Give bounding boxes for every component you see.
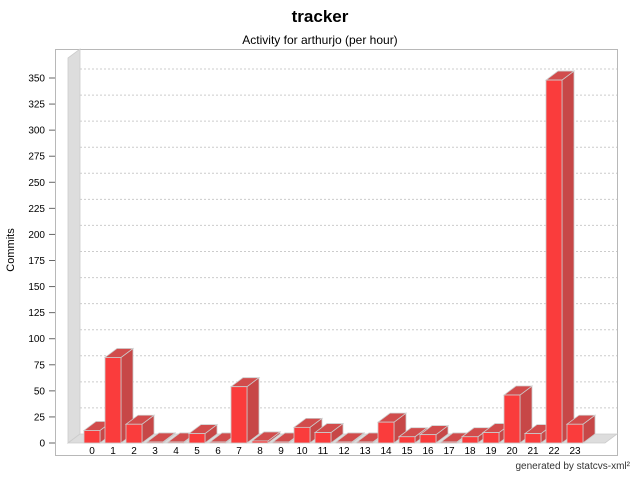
x-tick-label: 20 <box>506 446 518 457</box>
x-tick-label: 3 <box>152 446 158 457</box>
y-tick-label: 175 <box>28 256 45 267</box>
bar-side <box>561 70 575 444</box>
bar-side <box>246 376 260 444</box>
y-tick-label: 25 <box>34 412 46 423</box>
bar <box>209 441 227 444</box>
x-tick-label: 9 <box>278 446 284 457</box>
bar <box>524 433 542 444</box>
y-tick-label: 325 <box>28 100 45 111</box>
x-tick-label: 17 <box>443 446 455 457</box>
y-tick-label: 0 <box>39 439 45 450</box>
x-tick-label: 15 <box>401 446 413 457</box>
chart-title: tracker <box>291 7 349 26</box>
x-tick-label: 1 <box>110 446 116 457</box>
x-tick-label: 8 <box>257 446 263 457</box>
bar <box>230 386 248 444</box>
x-tick-label: 18 <box>464 446 476 457</box>
bar <box>398 436 416 444</box>
x-tick-label: 14 <box>380 446 392 457</box>
y-tick-label: 350 <box>28 74 45 85</box>
bar <box>566 423 584 444</box>
bar <box>461 436 479 444</box>
x-tick-label: 12 <box>338 446 350 457</box>
bar <box>272 441 290 444</box>
x-tick-label: 21 <box>527 446 539 457</box>
chart-subtitle: Activity for arthurjo (per hour) <box>242 33 398 47</box>
x-tick-label: 4 <box>173 446 179 457</box>
x-tick-label: 23 <box>569 446 581 457</box>
y-tick-label: 75 <box>34 360 46 371</box>
bar <box>251 440 269 444</box>
y-tick-label: 250 <box>28 178 45 189</box>
y-tick-label: 100 <box>28 334 45 345</box>
bar <box>188 433 206 444</box>
x-tick-label: 5 <box>194 446 200 457</box>
footer-credit: generated by statcvs-xml² <box>515 461 631 472</box>
bar <box>419 434 437 444</box>
wall-left <box>67 48 81 444</box>
x-tick-label: 0 <box>89 446 95 457</box>
bar <box>83 430 101 444</box>
bar <box>482 432 500 444</box>
y-tick-label: 125 <box>28 308 45 319</box>
x-tick-label: 10 <box>296 446 308 457</box>
bar <box>104 357 122 444</box>
plot-border <box>55 49 618 456</box>
bar <box>125 423 143 444</box>
x-tick-label: 13 <box>359 446 371 457</box>
x-tick-label: 7 <box>236 446 242 457</box>
bar <box>146 441 164 444</box>
y-tick-label: 200 <box>28 230 45 241</box>
bar <box>293 426 311 444</box>
y-tick-label: 225 <box>28 204 45 215</box>
x-tick-label: 16 <box>422 446 434 457</box>
bar <box>167 441 185 444</box>
x-tick-label: 19 <box>485 446 497 457</box>
y-tick-label: 300 <box>28 126 45 137</box>
bar <box>377 421 395 444</box>
bar <box>314 432 332 444</box>
y-tick-label: 150 <box>28 282 45 293</box>
bar <box>503 394 521 444</box>
x-tick-label: 2 <box>131 446 137 457</box>
y-axis-title: Commits <box>5 228 17 272</box>
bar <box>440 441 458 444</box>
x-tick-label: 22 <box>548 446 560 457</box>
x-tick-label: 11 <box>318 446 329 457</box>
x-tick-label: 6 <box>215 446 221 457</box>
bar <box>545 79 563 444</box>
y-tick-label: 50 <box>34 386 46 397</box>
bar <box>356 441 374 444</box>
bar <box>335 441 353 444</box>
y-tick-label: 275 <box>28 152 45 163</box>
